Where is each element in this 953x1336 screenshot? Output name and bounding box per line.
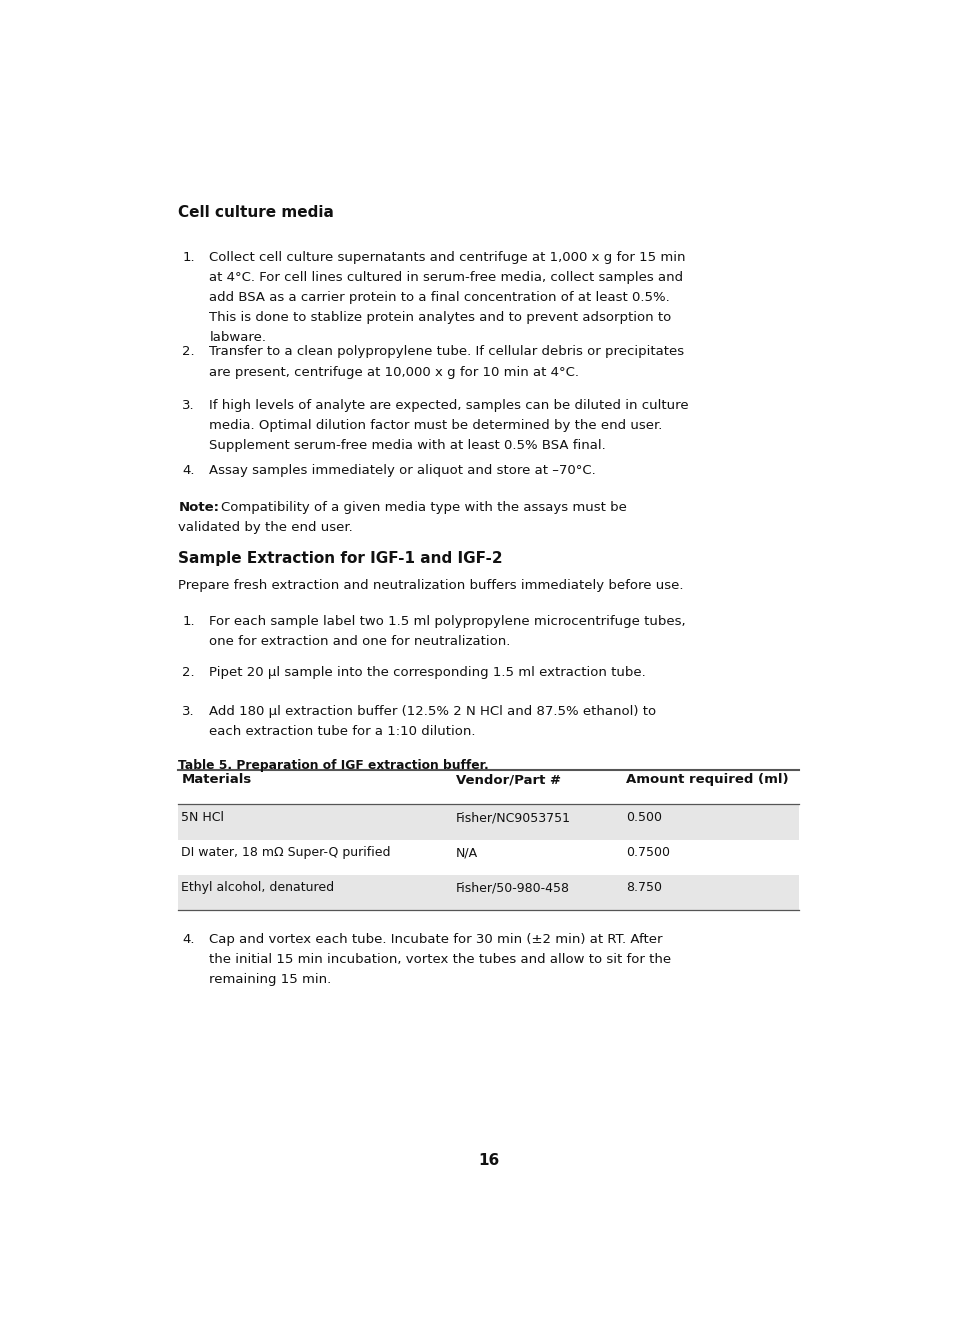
- Text: If high levels of analyte are expected, samples can be diluted in culture: If high levels of analyte are expected, …: [210, 399, 688, 411]
- Text: Ethyl alcohol, denatured: Ethyl alcohol, denatured: [181, 882, 335, 894]
- Text: add BSA as a carrier protein to a final concentration of at least 0.5%.: add BSA as a carrier protein to a final …: [210, 291, 670, 305]
- Text: validated by the end user.: validated by the end user.: [178, 521, 353, 534]
- Text: Pipet 20 µl sample into the corresponding 1.5 ml extraction tube.: Pipet 20 µl sample into the correspondin…: [210, 667, 645, 680]
- Text: 2.: 2.: [182, 667, 194, 680]
- Text: Vendor/Part #: Vendor/Part #: [456, 774, 560, 787]
- Text: DI water, 18 mΩ Super-Q purified: DI water, 18 mΩ Super-Q purified: [181, 846, 391, 859]
- Text: 8.750: 8.750: [625, 882, 661, 894]
- Text: Fisher/50-980-458: Fisher/50-980-458: [456, 882, 569, 894]
- Text: 0.7500: 0.7500: [625, 846, 669, 859]
- Text: the initial 15 min incubation, vortex the tubes and allow to sit for the: the initial 15 min incubation, vortex th…: [210, 953, 671, 966]
- Text: Cell culture media: Cell culture media: [178, 204, 334, 219]
- Text: labware.: labware.: [210, 331, 266, 345]
- Text: Fisher/NC9053751: Fisher/NC9053751: [456, 811, 570, 824]
- Text: Prepare fresh extraction and neutralization buffers immediately before use.: Prepare fresh extraction and neutralizat…: [178, 578, 683, 592]
- Text: 0.500: 0.500: [625, 811, 661, 824]
- Text: Table 5. Preparation of IGF extraction buffer.: Table 5. Preparation of IGF extraction b…: [178, 759, 489, 772]
- Bar: [178, 840, 799, 875]
- Text: This is done to stablize protein analytes and to prevent adsorption to: This is done to stablize protein analyte…: [210, 311, 671, 325]
- Text: media. Optimal dilution factor must be determined by the end user.: media. Optimal dilution factor must be d…: [210, 420, 662, 432]
- Text: 4.: 4.: [182, 933, 194, 946]
- Text: at 4°C. For cell lines cultured in serum-free media, collect samples and: at 4°C. For cell lines cultured in serum…: [210, 271, 683, 285]
- Text: each extraction tube for a 1:10 dilution.: each extraction tube for a 1:10 dilution…: [210, 724, 476, 737]
- Text: 5N HCl: 5N HCl: [181, 811, 224, 824]
- Text: 3.: 3.: [182, 704, 194, 717]
- Text: 2.: 2.: [182, 346, 194, 358]
- Text: Materials: Materials: [181, 774, 252, 787]
- Text: Amount required (ml): Amount required (ml): [625, 774, 787, 787]
- Text: 4.: 4.: [182, 464, 194, 477]
- Text: Collect cell culture supernatants and centrifuge at 1,000 x g for 15 min: Collect cell culture supernatants and ce…: [210, 251, 685, 263]
- Text: Sample Extraction for IGF-1 and IGF-2: Sample Extraction for IGF-1 and IGF-2: [178, 552, 502, 566]
- Text: remaining 15 min.: remaining 15 min.: [210, 973, 332, 986]
- Text: Assay samples immediately or aliquot and store at –70°C.: Assay samples immediately or aliquot and…: [210, 464, 596, 477]
- Bar: [178, 806, 799, 840]
- Text: 16: 16: [477, 1153, 499, 1168]
- Text: Compatibility of a given media type with the assays must be: Compatibility of a given media type with…: [221, 501, 626, 514]
- Bar: [178, 875, 799, 910]
- Text: Note:: Note:: [178, 501, 219, 514]
- Text: 3.: 3.: [182, 399, 194, 411]
- Text: Transfer to a clean polypropylene tube. If cellular debris or precipitates: Transfer to a clean polypropylene tube. …: [210, 346, 684, 358]
- Text: For each sample label two 1.5 ml polypropylene microcentrifuge tubes,: For each sample label two 1.5 ml polypro…: [210, 615, 685, 628]
- Text: 1.: 1.: [182, 615, 194, 628]
- Text: Add 180 µl extraction buffer (12.5% 2 N HCl and 87.5% ethanol) to: Add 180 µl extraction buffer (12.5% 2 N …: [210, 704, 656, 717]
- Text: Cap and vortex each tube. Incubate for 30 min (±2 min) at RT. After: Cap and vortex each tube. Incubate for 3…: [210, 933, 662, 946]
- Text: one for extraction and one for neutralization.: one for extraction and one for neutraliz…: [210, 635, 510, 648]
- Text: Supplement serum-free media with at least 0.5% BSA final.: Supplement serum-free media with at leas…: [210, 440, 605, 452]
- Text: 1.: 1.: [182, 251, 194, 263]
- Text: are present, centrifuge at 10,000 x g for 10 min at 4°C.: are present, centrifuge at 10,000 x g fo…: [210, 366, 578, 378]
- Text: N/A: N/A: [456, 846, 477, 859]
